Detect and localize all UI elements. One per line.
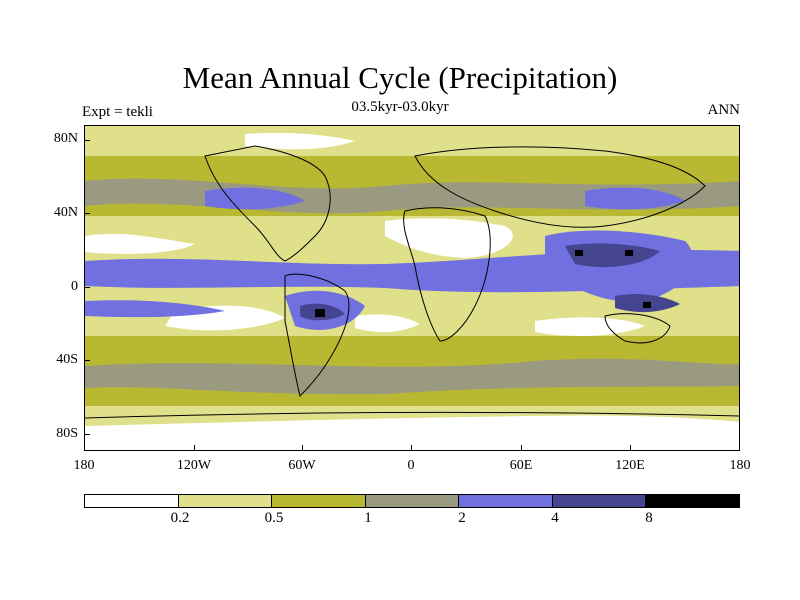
coast-south-america — [284, 273, 350, 397]
x-tick-180e: 180 — [729, 458, 751, 473]
xtick-mark-60w — [302, 445, 303, 451]
extreme-scs — [625, 250, 633, 256]
season-label: ANN — [707, 102, 741, 118]
dry-satl — [355, 314, 420, 333]
x-tick-180w: 180 — [73, 458, 95, 473]
band-sh-grey — [85, 358, 739, 395]
chart-title: Mean Annual Cycle (Precipitation) — [182, 60, 618, 95]
x-tick-120e: 120E — [615, 458, 645, 473]
ytick-mark-80n — [84, 140, 90, 141]
coastlines — [85, 145, 739, 419]
y-tick-40s: 40S — [56, 352, 78, 367]
dry-sind — [535, 317, 645, 336]
experiment-label: Expt = tekli — [82, 104, 153, 120]
colorbar-bin-0 — [85, 495, 179, 507]
colorbar-label-5: 8 — [645, 510, 653, 526]
coast-africa — [403, 207, 491, 342]
colorbar-bin-3 — [365, 495, 460, 507]
precipitation-map — [84, 125, 740, 451]
kuroshio-wet — [585, 187, 685, 210]
coast-australia — [604, 313, 671, 344]
dry-sahara — [385, 218, 513, 258]
xtick-mark-0 — [411, 445, 412, 451]
colorbar-bin-5 — [552, 495, 647, 507]
coast-eurasia — [414, 146, 706, 228]
extreme-amazon — [315, 309, 325, 317]
xtick-mark-60e — [521, 445, 522, 451]
spcz-band — [85, 300, 225, 318]
xtick-mark-120e — [630, 445, 631, 451]
y-tick-40n: 40N — [53, 205, 78, 220]
ytick-mark-80s — [84, 434, 90, 435]
dry-npac — [85, 233, 195, 254]
y-tick-eq: 0 — [71, 279, 78, 294]
colorbar-label-2: 1 — [364, 510, 372, 526]
colorbar — [84, 494, 740, 508]
x-tick-60w: 60W — [288, 458, 316, 473]
colorbar-label-3: 2 — [458, 510, 466, 526]
colorbar-label-0: 0.2 — [170, 510, 190, 526]
coast-north-america — [204, 145, 331, 262]
dry-arctic — [245, 132, 355, 150]
antarctica-dry — [85, 415, 739, 450]
ytick-mark-eq — [84, 287, 90, 288]
x-tick-120w: 120W — [176, 458, 212, 473]
extreme-bay-bengal — [575, 250, 583, 256]
x-tick-0: 0 — [407, 458, 415, 473]
colorbar-bin-2 — [272, 495, 366, 507]
gulf-stream-wet — [205, 187, 305, 210]
time-range-subtitle: 03.5kyr-03.0kyr — [351, 99, 449, 115]
map-graphic — [85, 126, 739, 450]
x-tick-60e: 60E — [509, 458, 533, 473]
ytick-mark-40s — [84, 360, 90, 361]
colorbar-bin-4 — [459, 495, 553, 507]
colorbar-bin-1 — [178, 495, 273, 507]
xtick-mark-120w — [194, 445, 195, 451]
colorbar-bin-6 — [646, 495, 740, 507]
colorbar-label-4: 4 — [551, 510, 559, 526]
coast-antarctica — [85, 411, 739, 419]
y-tick-80n: 80N — [53, 131, 78, 146]
y-tick-80s: 80S — [56, 426, 78, 441]
colorbar-label-1: 0.5 — [264, 510, 284, 526]
ytick-mark-40n — [84, 213, 90, 214]
very-wet-monsoon — [565, 243, 660, 268]
extreme-indonesia — [643, 302, 651, 308]
